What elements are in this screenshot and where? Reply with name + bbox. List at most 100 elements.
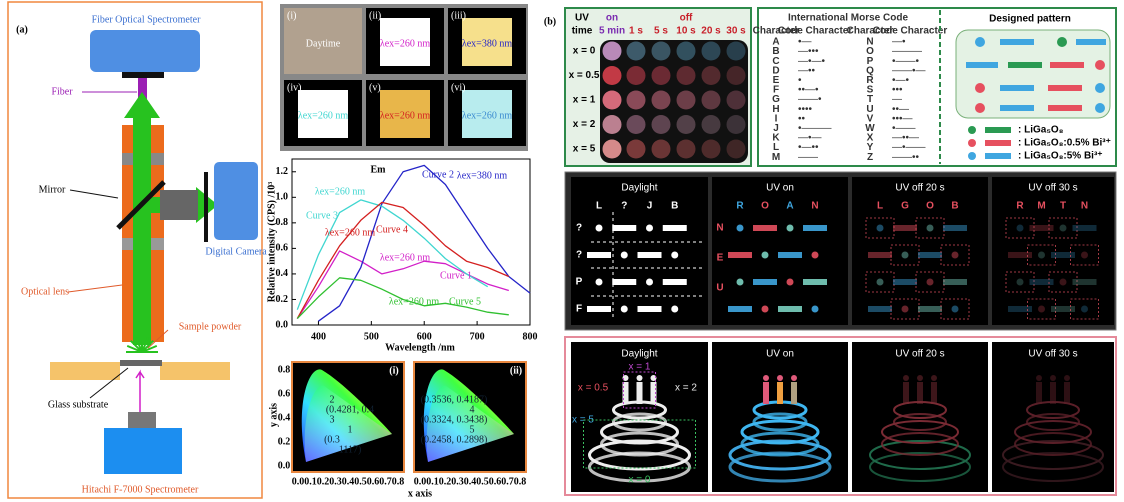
sample-dot — [677, 66, 696, 85]
sample-dot — [677, 91, 696, 110]
column-letter: M — [1037, 201, 1045, 212]
flame — [917, 375, 923, 381]
sample-dot — [702, 42, 721, 61]
phosphor-dot — [596, 225, 603, 232]
phosphor-bar — [638, 306, 662, 312]
phosphor-dot — [877, 279, 884, 286]
pattern-dot — [1095, 60, 1105, 70]
phosphor-bar — [587, 252, 611, 258]
phosphor-dot — [1017, 279, 1024, 286]
phosphor-dot — [952, 306, 959, 313]
column-letter: R — [736, 201, 744, 212]
sample-dot — [627, 42, 646, 61]
phosphor-dot — [671, 252, 678, 259]
cie-y-tick: 0.2 — [278, 436, 291, 447]
column-letter: R — [1016, 201, 1024, 212]
spectrometer-box — [90, 30, 200, 72]
curve-name: Curve 2 — [422, 169, 454, 180]
column-letter: A — [786, 201, 793, 212]
candle — [1036, 382, 1042, 404]
composition-label: x = 1 — [629, 362, 651, 373]
curve-name: Curve 1 — [440, 270, 472, 281]
label: 10 s — [676, 26, 696, 37]
sample-dot — [727, 91, 746, 110]
pattern-bar — [966, 62, 998, 68]
sample-dot — [677, 42, 696, 61]
photo-label: λex=260 nm — [462, 110, 512, 121]
cie-x-tick: 0.6 — [489, 476, 502, 487]
photo-index: (v) — [369, 82, 381, 93]
phosphor-bar — [753, 225, 777, 231]
photo-label: λex=260 nm — [380, 38, 430, 49]
label: UV — [575, 13, 589, 24]
cie-y-tick: 0.8 — [278, 364, 291, 375]
sample-dot — [702, 66, 721, 85]
column-letter: N — [1081, 201, 1088, 212]
y-axis-title: Relative intensity (CPS) /10³ — [266, 182, 277, 302]
phosphor-dot — [762, 306, 769, 313]
y-tick-label: 0.4 — [276, 268, 289, 279]
x-axis-title: Wavelength /nm — [385, 342, 455, 353]
cie-x-tick: 0.1 — [304, 476, 317, 487]
photo-index: (iv) — [287, 82, 301, 93]
sample-slot — [120, 360, 162, 366]
label: Hitachi F-7000 Spectrometer — [82, 484, 199, 495]
photo-index: (vi) — [451, 82, 465, 93]
phosphor-bar — [663, 279, 687, 285]
label: 20 s — [701, 26, 721, 37]
column-letter: J — [647, 201, 653, 212]
sample-dot — [627, 140, 646, 159]
flame — [931, 375, 937, 381]
x-tick-label: 500 — [364, 331, 379, 342]
curve-excitation: λex=260 nm — [325, 227, 375, 238]
candle — [623, 382, 629, 404]
cie-x-tick: 0.6 — [367, 476, 380, 487]
cie-note: 3 — [330, 414, 335, 425]
sample-dot — [727, 42, 746, 61]
phosphor-bar — [1051, 252, 1075, 258]
composition-label: x = 2 — [675, 383, 697, 394]
cie-index: (i) — [389, 365, 398, 376]
phosphor-dot — [1081, 252, 1088, 259]
source-box — [104, 428, 182, 474]
column-letter: G — [901, 201, 909, 212]
phosphor-dot — [1038, 306, 1045, 313]
column-letter: L — [877, 201, 883, 212]
curve-name: Curve 4 — [376, 224, 408, 235]
column-letter: O — [926, 201, 934, 212]
label: off — [680, 13, 693, 24]
phosphor-dot — [671, 306, 678, 313]
legend-dot — [968, 139, 976, 147]
photo-label: Daytime — [306, 38, 341, 49]
sample-dot — [652, 42, 671, 61]
candle — [1050, 382, 1056, 404]
panel-label: (a) — [16, 24, 28, 35]
legend-label: : LiGa₅O₈ — [1018, 125, 1064, 136]
cie-x-tick: 0.8 — [392, 476, 405, 487]
row-letter: E — [717, 253, 724, 264]
phosphor-dot — [1060, 225, 1067, 232]
y-tick-label: 0.0 — [276, 319, 289, 330]
pattern-bar — [1000, 39, 1034, 45]
pattern-dot — [1095, 103, 1105, 113]
x-tick-label: 600 — [417, 331, 432, 342]
phosphor-dot — [787, 279, 794, 286]
cie-y-tick: 0.4 — [278, 412, 291, 423]
phosphor-dot — [902, 252, 909, 259]
phosphor-dot — [1060, 279, 1067, 286]
legend-bar — [985, 127, 1011, 133]
curve-excitation: λex=260 nm — [315, 186, 365, 197]
cie-x-tick: 0.5 — [476, 476, 489, 487]
cie-x-tick: 0.2 — [439, 476, 452, 487]
phosphor-bar — [663, 225, 687, 231]
phosphor-bar — [778, 252, 802, 258]
pattern-bar — [1000, 105, 1034, 111]
candle — [791, 382, 797, 404]
panel-title: Daylight — [621, 349, 657, 360]
sample-dot — [652, 91, 671, 110]
legend-label: : LiGa₅O₈:0.5% Bi³⁺ — [1018, 138, 1111, 149]
phosphor-bar — [803, 279, 827, 285]
row-label: x = 0 — [573, 46, 596, 57]
legend-dot — [968, 152, 976, 160]
sample-dot — [603, 66, 622, 85]
